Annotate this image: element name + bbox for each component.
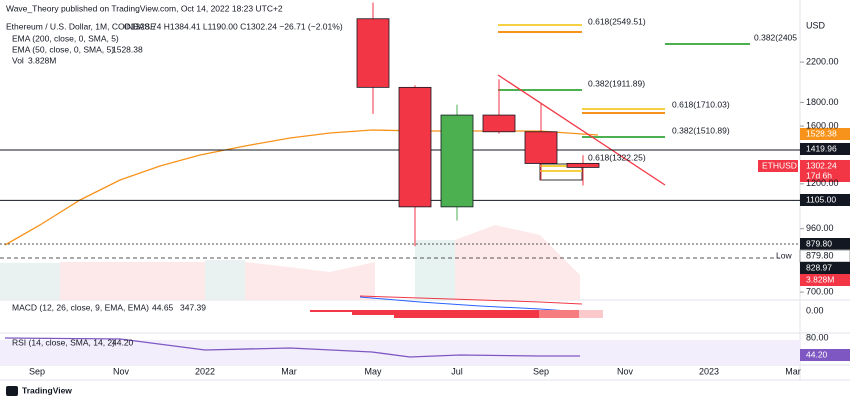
hist [394, 310, 539, 318]
label-box [800, 262, 850, 274]
label-box [800, 274, 850, 286]
hist [310, 310, 355, 312]
rsi-line [4, 337, 580, 358]
label-box [800, 238, 850, 250]
label-box [800, 143, 850, 155]
symbol: Ethereum / U.S. Dollar, 1M, COINBASE [6, 21, 156, 31]
hist [352, 310, 394, 315]
vol-area [455, 225, 580, 300]
ema50: EMA (50, close, 0, SMA, 5) [12, 44, 114, 54]
price-label: 3.828M [806, 274, 834, 284]
rsi-label: RSI (14, close, SMA, 14, 2) [12, 337, 115, 347]
y-tick-label: 2200.00 [806, 56, 839, 66]
brand: TradingView [22, 385, 72, 395]
x-tick-label: Mar [281, 366, 297, 376]
vol-value: 3.828M [28, 55, 56, 65]
price-label: 828.97 [806, 262, 832, 272]
fib-label: 0.618(1322.25) [588, 152, 646, 162]
macd-value: 44.65 [152, 302, 174, 312]
macd-label: MACD (12, 26, close, 9, EMA, EMA) [12, 302, 149, 312]
label-box [800, 349, 850, 361]
candle-body [398, 86, 432, 208]
hist [539, 310, 579, 318]
rsi-box: 44.20 [806, 349, 828, 359]
ema200: EMA (200, close, 0, SMA, 5) [12, 33, 119, 43]
signal-line [359, 295, 583, 305]
macd-axis: 0.00 [806, 305, 824, 315]
rsi-axis: 80.00 [806, 332, 829, 342]
x-tick-label: Sep [533, 366, 549, 376]
y-tick-label: 1600.00 [806, 120, 839, 130]
price-label: 879.80 [806, 238, 832, 248]
x-tick-label: Nov [113, 366, 130, 376]
x-tick-label: Sep [29, 366, 45, 376]
fib-label: 0.618(1710.03) [672, 99, 730, 109]
candle-body [524, 131, 558, 164]
fib-lines [497, 24, 750, 186]
symbol-tag: ETHUSD [762, 160, 797, 170]
fib-label: 0.382(2405 [754, 32, 797, 42]
x-tick-label: Nov [617, 366, 634, 376]
label-box [800, 194, 850, 206]
low-name: Low [776, 250, 792, 260]
hist [579, 310, 603, 318]
price-label: 1105.00 [806, 194, 836, 204]
macd-signal: 347.39 [180, 302, 206, 312]
x-tick-label: 2023 [699, 366, 719, 376]
vol-bar [415, 240, 455, 300]
symbol-box [758, 160, 798, 172]
candle-body [482, 114, 516, 133]
rsi-band [0, 340, 800, 365]
candle-body [356, 18, 390, 88]
logo [6, 386, 18, 396]
rsi-value: 44.20 [112, 337, 134, 347]
fib-label: 0.382(1911.89) [588, 78, 645, 88]
fib-label: 0.618(2549.51) [588, 16, 646, 26]
label-box [800, 160, 850, 182]
ema50-value: 1528.38 [112, 44, 143, 54]
ohlc: O1328.74 H1384.41 L1190.00 C1302.24 −26.… [124, 21, 343, 31]
y-tick-label: 1800.00 [806, 97, 839, 107]
currency: USD [806, 20, 826, 30]
y-tick-label: 1200.00 [806, 178, 839, 188]
ema50-line [4, 129, 599, 246]
y-tick-label: 960.00 [806, 223, 834, 233]
price-label: 1302.24 [806, 160, 837, 170]
x-tick-label: May [364, 366, 382, 376]
countdown: 17d 6h [806, 170, 832, 180]
label-box [800, 128, 850, 140]
price-label: 1528.38 [806, 128, 837, 138]
price-label: 1419.96 [806, 143, 837, 153]
fib-label: 0.382(1510.89) [672, 125, 730, 135]
vol-area [245, 262, 375, 300]
price-labels: 1528.38 1419.96 ETHUSD 1302.24 17d 6h 11… [758, 128, 850, 286]
vol: Vol [12, 55, 24, 65]
vol-bar [205, 260, 245, 300]
published: Wave_Theory published on TradingView.com… [6, 3, 283, 13]
vol-bar [0, 263, 60, 300]
macd [310, 295, 603, 318]
vol-bar [60, 262, 205, 300]
fib-labels: 0.618(2549.51) 0.382(2405 0.382(1911.89)… [588, 16, 797, 162]
price-label: 879.80 [806, 250, 834, 260]
x-tick-label: 2022 [195, 366, 215, 376]
y-tick-label: 700.00 [806, 286, 834, 296]
x-tick-label: Jul [451, 366, 463, 376]
candle-body [440, 114, 474, 208]
volume [0, 225, 580, 300]
trend-line [497, 74, 666, 186]
x-tick-label: Mar [785, 366, 801, 376]
candle-body [566, 162, 600, 168]
